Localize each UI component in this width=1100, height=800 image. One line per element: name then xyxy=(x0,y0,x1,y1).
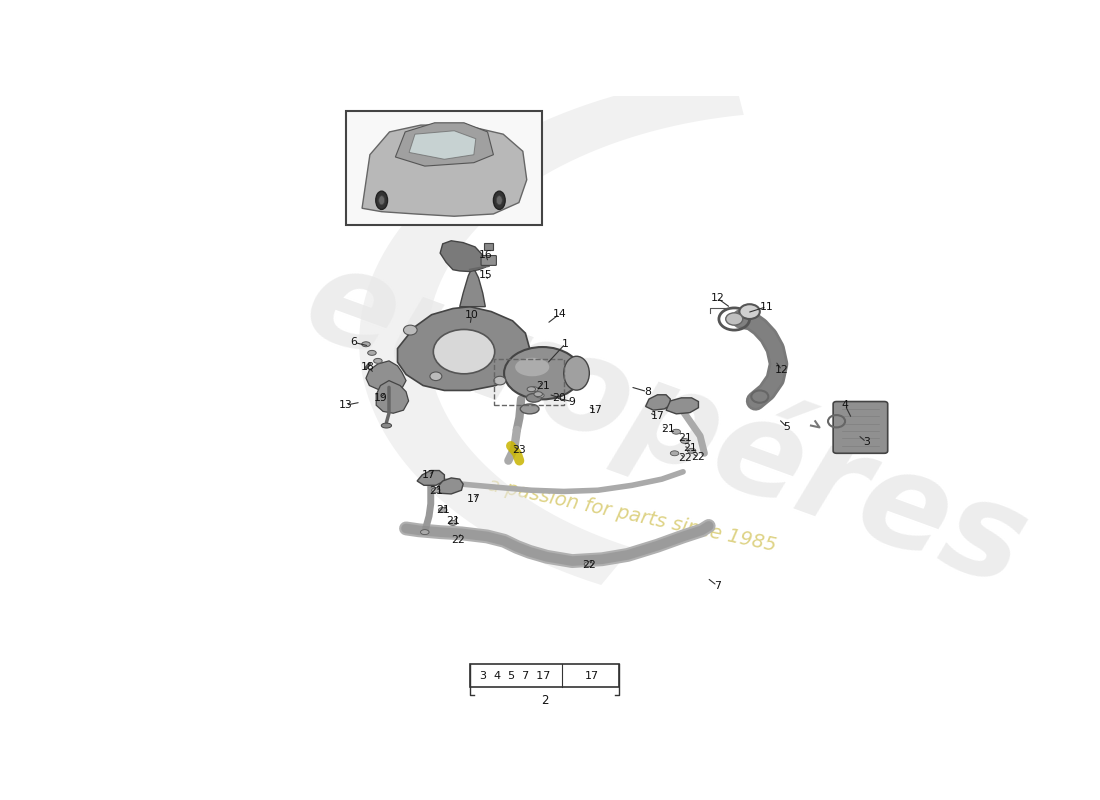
Text: 10: 10 xyxy=(464,310,478,320)
Text: 5: 5 xyxy=(783,422,791,433)
Circle shape xyxy=(430,372,442,381)
Text: 21: 21 xyxy=(537,381,550,390)
Text: 12: 12 xyxy=(776,365,789,375)
Text: 6: 6 xyxy=(351,338,358,347)
Text: 1: 1 xyxy=(562,338,569,349)
Text: 3  4  5  7  17: 3 4 5 7 17 xyxy=(480,670,550,681)
Text: 16: 16 xyxy=(478,250,492,260)
Text: 15: 15 xyxy=(478,270,492,280)
Ellipse shape xyxy=(534,392,542,397)
Bar xyxy=(494,359,563,406)
Ellipse shape xyxy=(520,404,539,414)
Polygon shape xyxy=(397,306,530,390)
Text: 21: 21 xyxy=(683,443,696,454)
Ellipse shape xyxy=(504,347,581,399)
Polygon shape xyxy=(666,398,698,414)
Text: 21: 21 xyxy=(436,505,450,515)
Text: 21: 21 xyxy=(661,424,674,434)
Ellipse shape xyxy=(494,191,505,210)
Text: 17: 17 xyxy=(651,411,664,422)
Text: 14: 14 xyxy=(552,309,567,319)
Ellipse shape xyxy=(439,507,447,513)
Ellipse shape xyxy=(496,196,503,205)
Text: 21: 21 xyxy=(678,434,692,443)
Polygon shape xyxy=(417,470,444,486)
Polygon shape xyxy=(409,130,476,159)
Text: 17: 17 xyxy=(585,670,600,681)
Polygon shape xyxy=(395,122,494,166)
Ellipse shape xyxy=(670,451,679,456)
Polygon shape xyxy=(646,394,670,410)
Ellipse shape xyxy=(515,358,549,376)
Polygon shape xyxy=(376,381,408,414)
Text: 17: 17 xyxy=(422,470,436,481)
Text: 8: 8 xyxy=(644,386,651,397)
Bar xyxy=(346,111,542,226)
Ellipse shape xyxy=(672,430,681,434)
Ellipse shape xyxy=(563,356,590,390)
Circle shape xyxy=(739,304,760,319)
Ellipse shape xyxy=(526,394,541,402)
Text: 9: 9 xyxy=(569,397,575,406)
Polygon shape xyxy=(362,125,527,216)
Text: 18: 18 xyxy=(361,362,374,372)
FancyBboxPatch shape xyxy=(481,255,496,266)
Text: 22: 22 xyxy=(692,452,705,462)
Text: 3: 3 xyxy=(862,437,870,447)
Text: 23: 23 xyxy=(513,445,526,455)
Text: 22: 22 xyxy=(678,454,692,463)
Text: 21: 21 xyxy=(447,516,460,526)
Text: 2: 2 xyxy=(541,694,548,707)
Text: 13: 13 xyxy=(339,400,352,410)
Text: 17: 17 xyxy=(590,405,603,415)
Ellipse shape xyxy=(374,358,382,363)
Text: a passion for parts since 1985: a passion for parts since 1985 xyxy=(486,475,778,554)
Polygon shape xyxy=(440,241,485,271)
Ellipse shape xyxy=(449,521,458,526)
Ellipse shape xyxy=(376,191,387,210)
FancyBboxPatch shape xyxy=(833,402,888,454)
Text: 17: 17 xyxy=(466,494,481,504)
Text: 22: 22 xyxy=(451,534,465,545)
Text: 21: 21 xyxy=(429,486,442,497)
Ellipse shape xyxy=(433,330,495,374)
Polygon shape xyxy=(460,269,485,306)
Text: 12: 12 xyxy=(711,293,724,303)
Ellipse shape xyxy=(681,438,689,443)
Circle shape xyxy=(404,325,417,335)
Bar xyxy=(484,242,493,250)
Ellipse shape xyxy=(527,386,536,392)
Polygon shape xyxy=(366,361,406,392)
Text: 20: 20 xyxy=(552,393,567,403)
Ellipse shape xyxy=(536,393,544,398)
Ellipse shape xyxy=(688,448,696,454)
Ellipse shape xyxy=(530,386,538,392)
Text: européres: européres xyxy=(288,231,1044,614)
Text: 11: 11 xyxy=(760,302,773,312)
Polygon shape xyxy=(360,74,744,585)
Text: 4: 4 xyxy=(842,400,848,410)
Ellipse shape xyxy=(367,350,376,355)
Ellipse shape xyxy=(584,562,593,566)
Text: 19: 19 xyxy=(374,393,387,403)
Text: 7: 7 xyxy=(714,581,720,590)
Circle shape xyxy=(726,313,742,325)
Ellipse shape xyxy=(382,423,392,428)
Text: 22: 22 xyxy=(583,560,596,570)
Ellipse shape xyxy=(362,342,371,346)
Circle shape xyxy=(494,376,506,385)
Ellipse shape xyxy=(378,196,385,205)
Ellipse shape xyxy=(431,488,440,493)
Ellipse shape xyxy=(420,530,429,534)
Bar xyxy=(470,664,619,687)
Polygon shape xyxy=(436,478,463,494)
